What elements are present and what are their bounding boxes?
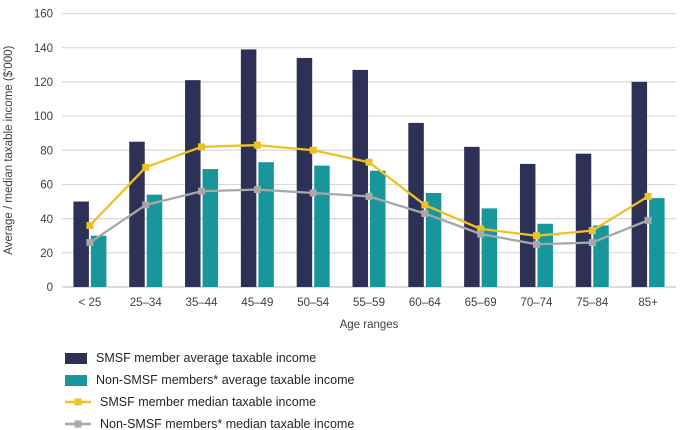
- y-tick-label: 60: [40, 180, 53, 192]
- legend-line-swatch-icon: [65, 397, 91, 407]
- bar-smsf-average: [296, 57, 313, 287]
- marker-smsf-median: [644, 192, 652, 200]
- x-tick-label: 65–69: [465, 297, 497, 309]
- x-axis-title: Age ranges: [340, 319, 399, 331]
- legend-item: Non-SMSF members* median taxable income: [65, 416, 689, 430]
- x-tick-label: 75–84: [576, 297, 609, 309]
- bar-smsf-average: [129, 141, 145, 287]
- marker-nonsmsf-median: [532, 240, 540, 248]
- legend-label: Non-SMSF members* median taxable income: [100, 417, 355, 430]
- x-tick-label: 25–34: [130, 297, 163, 309]
- bar-smsf-average: [519, 163, 536, 287]
- x-tick-label: 50–54: [297, 297, 330, 309]
- bar-nonsmsf-average: [537, 223, 553, 287]
- marker-smsf-median: [588, 227, 596, 235]
- bar-nonsmsf-average: [593, 225, 609, 287]
- legend-label: Non-SMSF members* average taxable income: [96, 373, 355, 387]
- x-tick-label: 60–64: [409, 297, 442, 309]
- marker-nonsmsf-median: [421, 209, 429, 217]
- y-tick-label: 140: [34, 43, 53, 55]
- marker-smsf-median: [253, 141, 261, 149]
- marker-smsf-median: [198, 143, 206, 151]
- legend-item: SMSF member median taxable income: [65, 394, 689, 410]
- bar-smsf-average: [352, 69, 368, 287]
- bar-nonsmsf-average: [481, 208, 498, 287]
- bar-smsf-average: [631, 81, 648, 287]
- marker-nonsmsf-median: [86, 239, 94, 247]
- legend-bar-swatch-icon: [65, 374, 87, 386]
- bar-smsf-average: [575, 153, 592, 287]
- y-tick-label: 100: [34, 111, 53, 123]
- x-tick-label: 55–59: [353, 297, 385, 309]
- y-tick-label: 160: [34, 9, 53, 21]
- legend-bar-swatch-icon: [65, 352, 87, 364]
- marker-smsf-median: [142, 163, 150, 171]
- marker-nonsmsf-median: [588, 239, 596, 247]
- y-tick-label: 20: [40, 248, 53, 260]
- x-tick-label: 45–49: [241, 297, 273, 309]
- line-smsf-median: [89, 143, 649, 237]
- bar-nonsmsf-average: [314, 165, 330, 287]
- y-tick-label: 120: [34, 77, 53, 89]
- marker-nonsmsf-median: [198, 187, 206, 195]
- bar-nonsmsf-average: [370, 170, 386, 287]
- x-tick-label: 85+: [638, 297, 658, 309]
- legend-label: SMSF member average taxable income: [96, 351, 317, 365]
- marker-nonsmsf-median: [309, 189, 317, 197]
- legend-label: SMSF member median taxable income: [100, 395, 317, 409]
- marker-smsf-median: [477, 225, 485, 233]
- marker-smsf-median: [86, 221, 94, 229]
- bar-nonsmsf-average: [202, 169, 219, 287]
- bar-smsf-average: [73, 201, 89, 287]
- x-tick-label: 35–44: [186, 297, 219, 309]
- bar-nonsmsf-average: [258, 162, 274, 287]
- bar-smsf-average: [240, 49, 257, 287]
- chart-legend: SMSF member average taxable income Non-SM…: [65, 350, 689, 430]
- legend-item: Non-SMSF members* average taxable income: [65, 372, 689, 388]
- marker-nonsmsf-median: [142, 201, 150, 209]
- marker-smsf-median: [309, 146, 317, 154]
- bar-smsf-average: [408, 122, 424, 288]
- x-tick-label: 70–74: [520, 297, 553, 309]
- bar-smsf-average: [185, 80, 201, 288]
- y-tick-label: 80: [40, 145, 53, 157]
- marker-nonsmsf-median: [644, 216, 652, 224]
- chart-plot-area: 0 20 40 60 80 100 120 140 160 Average / median ta…: [3, 9, 676, 331]
- y-tick-label: 40: [40, 214, 53, 226]
- bar-nonsmsf-average: [90, 235, 107, 287]
- x-tick-label: < 25: [79, 297, 102, 309]
- marker-smsf-median: [365, 158, 373, 166]
- legend-line-swatch-icon: [65, 419, 91, 429]
- marker-smsf-median: [532, 232, 540, 240]
- marker-nonsmsf-median: [253, 186, 261, 194]
- bar-nonsmsf-average: [649, 198, 665, 287]
- bar-smsf-average: [464, 146, 480, 287]
- y-tick-label: 0: [47, 282, 53, 294]
- marker-nonsmsf-median: [477, 230, 485, 238]
- marker-nonsmsf-median: [365, 192, 373, 200]
- marker-smsf-median: [421, 201, 429, 209]
- bar-nonsmsf-average: [146, 194, 163, 287]
- legend-item: SMSF member average taxable income: [65, 350, 689, 366]
- y-axis-title: Average / median taxable income ($'000): [3, 46, 15, 255]
